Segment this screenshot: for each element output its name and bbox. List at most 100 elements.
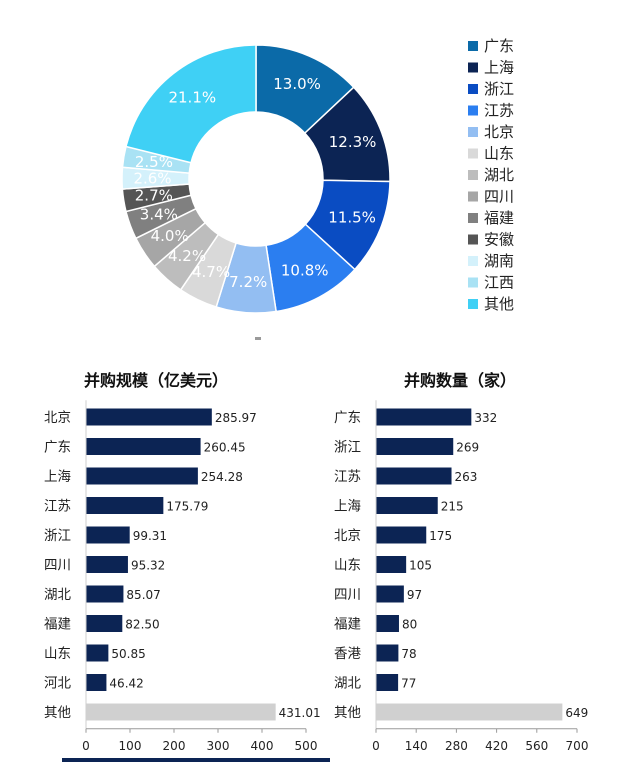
bar-7 bbox=[376, 615, 399, 632]
donut-slice-label-3: 10.8% bbox=[281, 261, 329, 279]
category-label-1: 广东 bbox=[44, 440, 71, 456]
value-label-10: 431.01 bbox=[279, 706, 321, 720]
value-label-2: 263 bbox=[455, 470, 478, 484]
bar-2 bbox=[376, 467, 452, 485]
bar-0 bbox=[376, 408, 472, 426]
value-label-10: 649 bbox=[565, 706, 588, 720]
value-label-1: 260.45 bbox=[204, 441, 246, 455]
value-label-5: 95.32 bbox=[131, 559, 165, 573]
category-label-8: 山东 bbox=[44, 646, 71, 662]
category-label-4: 浙江 bbox=[44, 528, 71, 544]
value-label-7: 82.50 bbox=[125, 618, 159, 632]
value-label-0: 285.97 bbox=[215, 411, 257, 425]
legend-label-8: 福建 bbox=[484, 209, 514, 227]
bar-8 bbox=[376, 644, 399, 662]
category-label-8: 香港 bbox=[334, 646, 361, 662]
category-label-2: 上海 bbox=[44, 469, 71, 485]
donut-slice-label-4: 7.2% bbox=[229, 273, 267, 291]
legend-label-10: 湖南 bbox=[484, 252, 514, 270]
legend-swatch-8 bbox=[468, 213, 478, 223]
bar-6 bbox=[376, 585, 404, 603]
bar-chart-1-title: 并购规模（亿美元） bbox=[84, 371, 228, 390]
donut-slice-label-5: 4.7% bbox=[192, 263, 230, 281]
category-label-4: 北京 bbox=[334, 528, 361, 544]
legend-swatch-4 bbox=[468, 127, 478, 137]
category-label-1: 浙江 bbox=[334, 440, 361, 456]
donut-slice-label-8: 3.4% bbox=[140, 206, 178, 224]
category-label-5: 山东 bbox=[334, 558, 361, 574]
category-label-5: 四川 bbox=[44, 558, 71, 574]
donut-slice-label-12: 21.1% bbox=[168, 88, 216, 106]
bar-4 bbox=[86, 526, 130, 544]
bar-8 bbox=[86, 644, 109, 662]
x-tick-label-4: 400 bbox=[251, 739, 274, 753]
value-label-0: 332 bbox=[474, 411, 497, 425]
bar-3 bbox=[376, 497, 438, 514]
x-tick-label-3: 420 bbox=[485, 739, 508, 753]
bar-5 bbox=[86, 556, 128, 573]
x-tick-label-3: 300 bbox=[207, 739, 230, 753]
category-label-7: 福建 bbox=[44, 617, 71, 633]
value-label-6: 85.07 bbox=[126, 588, 160, 602]
donut-slice-label-9: 2.7% bbox=[135, 187, 173, 205]
bar-3 bbox=[86, 497, 164, 514]
value-label-1: 269 bbox=[456, 441, 479, 455]
category-label-9: 湖北 bbox=[334, 676, 361, 692]
legend-swatch-10 bbox=[468, 256, 478, 266]
donut-chart: 13.0% 12.3% 11.5% 10.8% 7.2%4.7%4.2% 4.0% 3.4%… bbox=[121, 44, 391, 314]
bar-0 bbox=[86, 408, 212, 426]
legend-label-0: 广东 bbox=[484, 37, 514, 55]
bar-10 bbox=[376, 703, 563, 721]
value-label-4: 175 bbox=[429, 529, 452, 543]
legend-swatch-11 bbox=[468, 277, 478, 288]
bar-7 bbox=[86, 615, 123, 632]
value-label-7: 80 bbox=[402, 618, 417, 632]
bar-4 bbox=[376, 526, 427, 544]
donut-slice-label-6: 4.2% bbox=[168, 247, 206, 265]
legend-swatch-0 bbox=[468, 41, 478, 51]
value-label-4: 99.31 bbox=[133, 529, 167, 543]
legend-swatch-6 bbox=[468, 170, 478, 180]
legend-label-7: 四川 bbox=[484, 188, 514, 206]
value-label-5: 105 bbox=[409, 559, 432, 573]
donut-slice-label-11: 2.5% bbox=[135, 153, 173, 171]
donut-slice-12 bbox=[125, 44, 257, 164]
category-label-6: 四川 bbox=[334, 587, 361, 603]
legend-label-6: 湖北 bbox=[484, 166, 514, 184]
category-label-3: 江苏 bbox=[44, 499, 71, 515]
value-label-6: 97 bbox=[407, 588, 422, 602]
category-label-0: 北京 bbox=[44, 410, 71, 426]
donut-slice-label-10: 2.6% bbox=[133, 169, 171, 187]
value-label-8: 78 bbox=[401, 647, 416, 661]
bar-1 bbox=[86, 438, 201, 455]
category-label-7: 福建 bbox=[334, 617, 361, 633]
value-label-8: 50.85 bbox=[111, 647, 145, 661]
legend-label-4: 北京 bbox=[484, 123, 514, 141]
bar-2 bbox=[86, 467, 198, 485]
value-label-9: 77 bbox=[401, 677, 416, 691]
value-label-3: 215 bbox=[441, 500, 464, 514]
legend-swatch-9 bbox=[468, 234, 478, 245]
bar-10 bbox=[86, 703, 276, 721]
bar-chart-2: 广东 332 浙江 269 江苏 263 上海 215 北京 175 山东 105 四川 97 福建 80 香港… bbox=[334, 400, 588, 753]
donut-slice-label-7: 4.0% bbox=[151, 227, 189, 245]
x-tick-label-1: 100 bbox=[119, 739, 142, 753]
category-label-0: 广东 bbox=[334, 410, 361, 426]
category-label-10: 其他 bbox=[334, 705, 361, 721]
footer-accent-bar bbox=[62, 758, 330, 762]
value-label-2: 254.28 bbox=[201, 470, 243, 484]
legend-swatch-1 bbox=[468, 62, 478, 73]
small-marker bbox=[255, 337, 261, 340]
category-label-3: 上海 bbox=[334, 499, 361, 515]
legend-swatch-7 bbox=[468, 191, 478, 202]
donut-slice-label-0: 13.0% bbox=[273, 75, 321, 93]
x-tick-label-0: 0 bbox=[82, 739, 90, 753]
legend-label-5: 山东 bbox=[484, 145, 514, 163]
bar-chart-2-title: 并购数量（家） bbox=[404, 371, 516, 390]
legend-label-11: 江西 bbox=[484, 274, 514, 292]
x-tick-label-2: 280 bbox=[445, 739, 468, 753]
bar-chart-1: 北京 285.97 广东 260.45 上海 254.28 江苏 175.79 浙江 99.31 四… bbox=[44, 400, 321, 753]
legend-swatch-2 bbox=[468, 84, 478, 94]
